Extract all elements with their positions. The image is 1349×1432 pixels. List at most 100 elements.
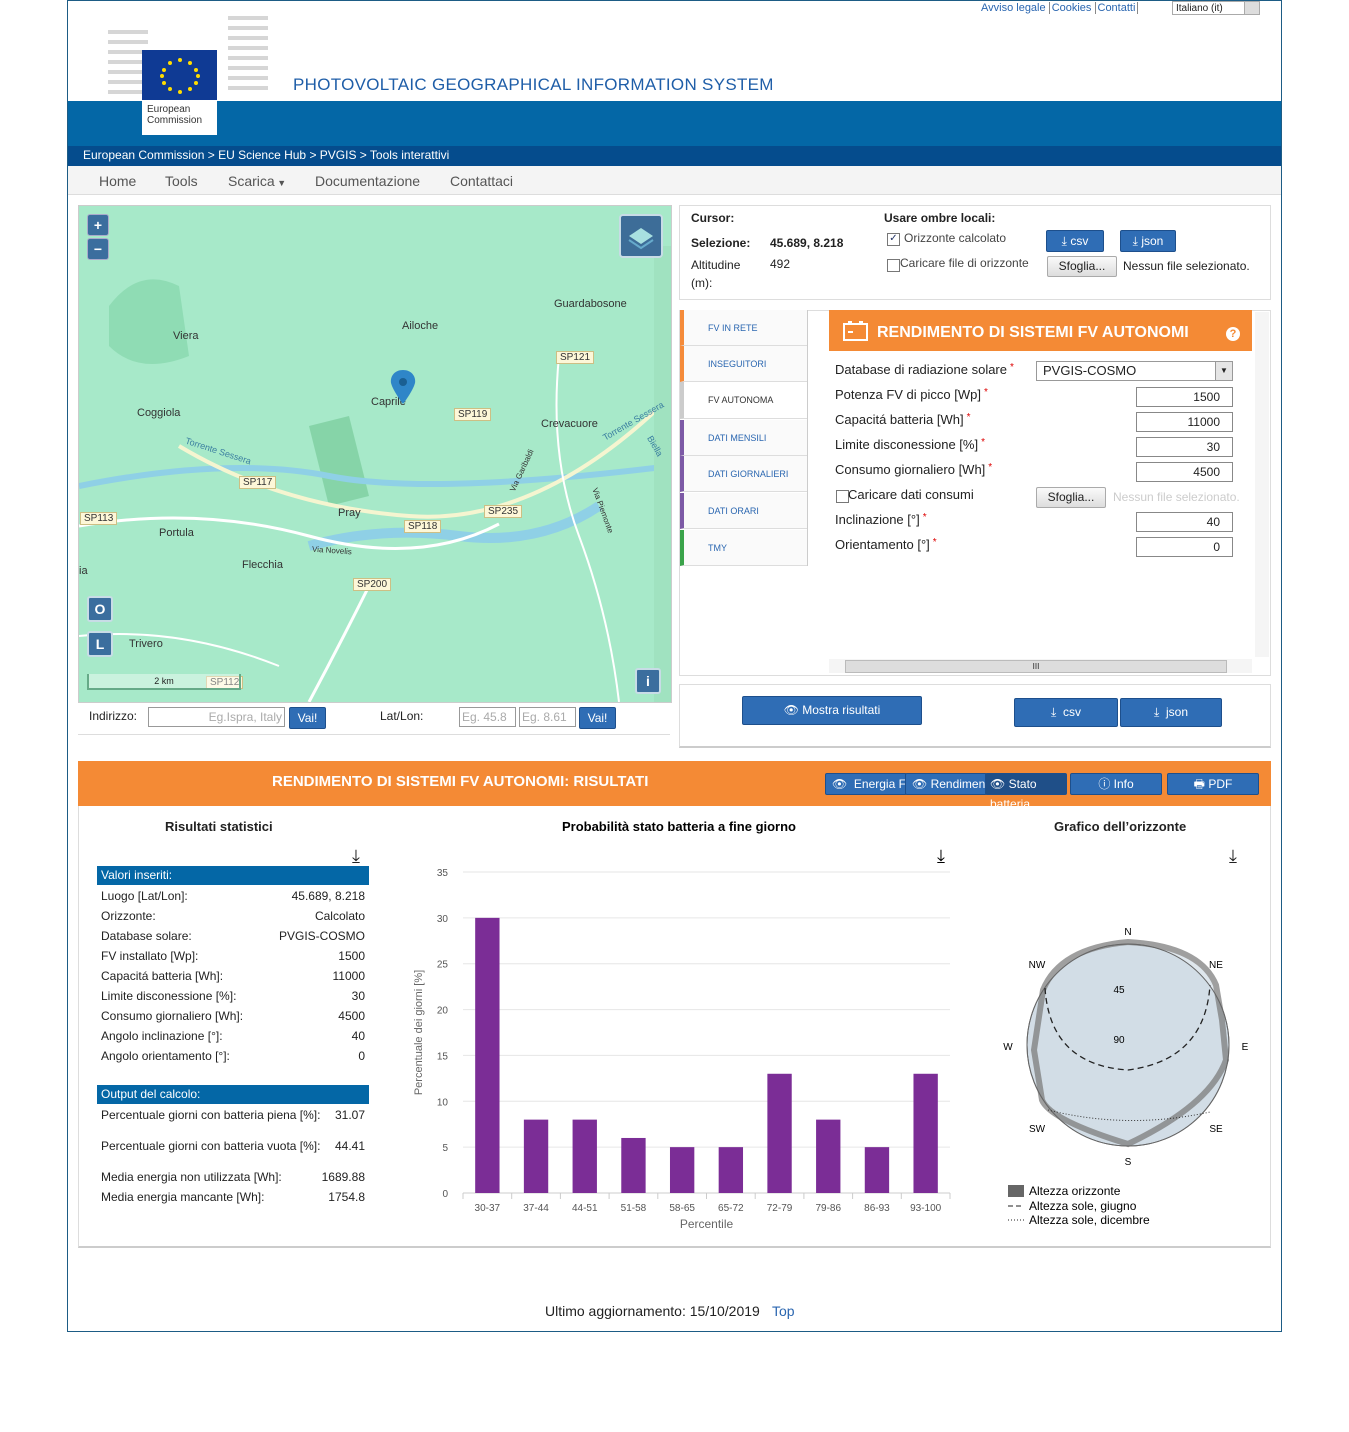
zoom-in[interactable]: + bbox=[87, 214, 109, 236]
nav-item[interactable]: Home bbox=[99, 173, 137, 189]
json-button[interactable]: ⤓ json bbox=[1120, 230, 1176, 252]
label-text: Orientamento [°] bbox=[835, 537, 930, 552]
direction: S bbox=[1125, 1157, 1132, 1168]
place-label: Ailoche bbox=[402, 320, 439, 332]
y-tick-label: 0 bbox=[442, 1189, 448, 1200]
x-tick-label: 93-100 bbox=[910, 1203, 942, 1214]
form-label: Inclinazione [°] * bbox=[835, 512, 927, 527]
road-label: SP200 bbox=[353, 578, 392, 591]
map-marker[interactable] bbox=[389, 368, 419, 408]
nav-item[interactable]: Tools bbox=[165, 173, 198, 189]
stat-row: Percentuale giorni con batteria vuota [%… bbox=[101, 1139, 365, 1153]
checkbox[interactable] bbox=[887, 259, 900, 272]
place-label: Flecchia bbox=[242, 559, 283, 571]
database-select[interactable]: PVGIS-COSMO ▼ bbox=[1036, 361, 1233, 381]
stat-label: Capacitá batteria [Wh]: bbox=[101, 969, 224, 983]
y-tick-label: 25 bbox=[437, 960, 449, 971]
battery-input[interactable]: 11000 bbox=[1136, 412, 1233, 432]
download-icon: ⤓ bbox=[937, 846, 945, 866]
button-label: csv bbox=[1062, 705, 1081, 719]
x-tick-label: 79-86 bbox=[815, 1203, 841, 1214]
azimuth-input[interactable]: 0 bbox=[1136, 537, 1233, 557]
zoom-out[interactable]: − bbox=[87, 238, 109, 260]
map-info[interactable]: i bbox=[635, 668, 661, 694]
place-label: Portula bbox=[159, 527, 194, 539]
button-label: Stato batteria bbox=[990, 777, 1037, 811]
lon-input[interactable]: Eg. 8.61 bbox=[519, 707, 576, 727]
direction: W bbox=[1003, 1042, 1013, 1053]
consumption-input[interactable]: 4500 bbox=[1136, 462, 1233, 482]
tab[interactable]: DATI GIORNALIERI bbox=[680, 456, 807, 492]
top-link[interactable]: Cookies bbox=[1048, 2, 1092, 14]
download-icon[interactable]: ⤓ bbox=[1229, 846, 1237, 866]
stat-value: 40 bbox=[351, 1029, 365, 1043]
top-link[interactable]: Top bbox=[772, 1303, 795, 1319]
go-button[interactable]: Vai! bbox=[579, 707, 616, 729]
altitude-label: Altitudine (m): bbox=[691, 258, 741, 290]
csv-button[interactable]: ⤓ csv bbox=[1014, 698, 1118, 727]
tab[interactable]: DATI ORARI bbox=[680, 493, 807, 529]
slope-input[interactable]: 40 bbox=[1136, 512, 1233, 532]
nav-item[interactable]: Contattaci bbox=[450, 173, 514, 189]
button-label: Info bbox=[1113, 777, 1134, 791]
result-button[interactable]: 👁 Energia F bbox=[825, 773, 907, 795]
bar bbox=[816, 1119, 841, 1193]
button-label: Energia F bbox=[853, 777, 906, 791]
pdf-button[interactable]: 🖶 PDF bbox=[1167, 773, 1259, 795]
go-button[interactable]: Vai! bbox=[289, 707, 326, 729]
map-control-o[interactable]: O bbox=[87, 596, 113, 622]
json-button[interactable]: ⤓ json bbox=[1120, 698, 1222, 727]
x-tick-label: 44-51 bbox=[572, 1203, 598, 1214]
tab[interactable]: TMY bbox=[680, 530, 807, 566]
x-tick-label: 86-93 bbox=[864, 1203, 890, 1214]
consumption-file-label: Caricare dati consumi bbox=[848, 487, 974, 502]
x-tick-label: 37-44 bbox=[523, 1203, 549, 1214]
nav-item[interactable]: Scarica ▼ bbox=[228, 173, 287, 189]
bar bbox=[718, 1147, 744, 1193]
scroll-thumb[interactable]: III bbox=[845, 660, 1227, 673]
info-button[interactable]: ⓘ Info bbox=[1070, 773, 1162, 795]
tab[interactable]: INSEGUITORI bbox=[680, 346, 807, 382]
language: Italiano (it) bbox=[1176, 3, 1223, 14]
tab[interactable]: DATI MENSILI bbox=[680, 420, 807, 456]
language-select[interactable]: Italiano (it) bbox=[1172, 1, 1260, 15]
stat-row: Database solare: PVGIS-COSMO bbox=[101, 929, 365, 943]
address-label: Indirizzo: bbox=[89, 709, 138, 723]
y-tick-label: 15 bbox=[437, 1051, 449, 1062]
form-label: Limite disconessione [%] * bbox=[835, 437, 985, 452]
form-header bbox=[829, 310, 1252, 351]
ring-label: 90 bbox=[1113, 1035, 1125, 1046]
road-label: SP235 bbox=[484, 505, 523, 518]
top-links: Avviso legale Cookies Contatti bbox=[981, 2, 1139, 14]
csv-button[interactable]: ⤓ csv bbox=[1046, 230, 1104, 252]
address-input[interactable]: Eg.Ispra, Italy bbox=[148, 707, 285, 727]
top-link[interactable]: Contatti bbox=[1094, 2, 1136, 14]
tab-active[interactable]: FV AUTONOMA bbox=[680, 382, 807, 419]
stat-value: 1754.8 bbox=[328, 1190, 365, 1204]
tab[interactable]: FV IN RETE bbox=[680, 310, 807, 346]
checkbox[interactable] bbox=[836, 490, 849, 503]
nav-label: Scarica bbox=[228, 173, 275, 189]
v-scrollbar[interactable] bbox=[1255, 312, 1269, 657]
checkbox-checked[interactable]: ✓ bbox=[887, 233, 900, 246]
place-label: Pray bbox=[338, 507, 361, 519]
show-results-button[interactable]: 👁 Mostra risultati bbox=[742, 696, 922, 725]
h-scrollbar[interactable]: III bbox=[829, 659, 1252, 673]
browse-button[interactable]: Sfoglia... bbox=[1047, 256, 1117, 277]
lat-input[interactable]: Eg. 45.8 bbox=[459, 707, 516, 727]
map[interactable]: Guardabosone Viera Ailoche Caprile Coggi… bbox=[78, 205, 672, 703]
download-icon[interactable]: ⤓ bbox=[352, 846, 360, 866]
nav-item[interactable]: Documentazione bbox=[315, 173, 421, 189]
last-update: Ultimo aggiornamento: 15/10/2019 bbox=[545, 1303, 760, 1319]
help-button[interactable]: ? bbox=[1226, 327, 1240, 341]
peak-input[interactable]: 1500 bbox=[1136, 387, 1233, 407]
direction: NW bbox=[1029, 960, 1046, 971]
top-link[interactable]: Avviso legale bbox=[981, 2, 1046, 14]
layers-button[interactable] bbox=[619, 214, 663, 258]
cutoff-input[interactable]: 30 bbox=[1136, 437, 1233, 457]
browse-button[interactable]: Sfoglia... bbox=[1036, 487, 1106, 508]
result-button-active[interactable]: 👁 Stato batteria bbox=[985, 773, 1067, 811]
result-button[interactable]: 👁 Rendimen bbox=[905, 773, 987, 795]
map-control-l[interactable]: L bbox=[87, 631, 113, 657]
